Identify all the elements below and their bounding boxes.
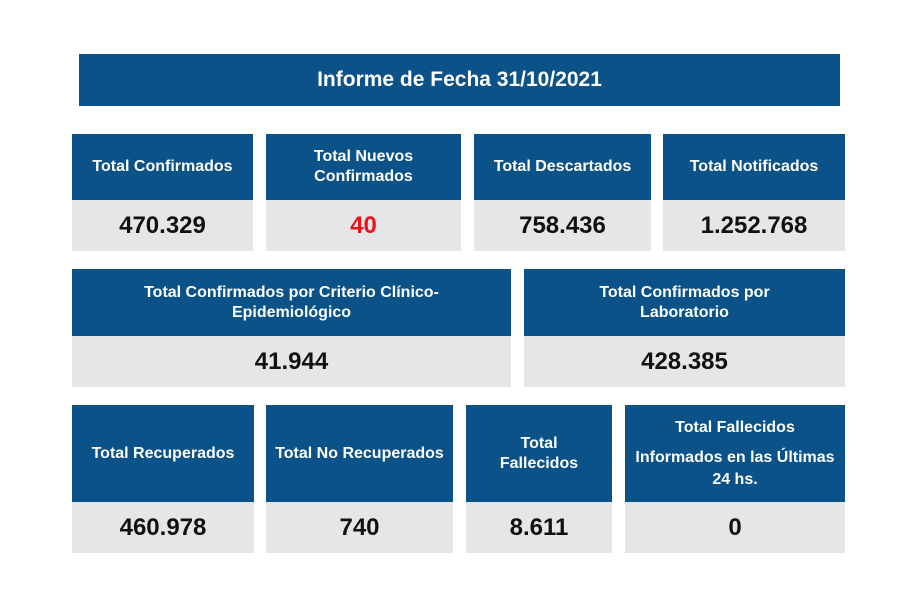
report-title-banner: Informe de Fecha 31/10/2021: [79, 54, 840, 106]
card-value: 8.611: [466, 502, 612, 553]
card-value: 428.385: [524, 336, 845, 387]
card-value: 40: [266, 200, 461, 251]
card-label: Total Notificados: [663, 134, 845, 200]
card-value: 0: [625, 502, 845, 553]
card-value: 470.329: [72, 200, 253, 251]
card-total-confirmados: Total Confirmados 470.329: [72, 134, 253, 251]
card-total-descartados: Total Descartados 758.436: [474, 134, 651, 251]
card-label: Total Fallecidos: [466, 405, 612, 502]
card-total-notificados: Total Notificados 1.252.768: [663, 134, 845, 251]
card-label-line1: Total Fallecidos: [675, 418, 795, 436]
card-total-nuevos-confirmados: Total Nuevos Confirmados 40: [266, 134, 461, 251]
card-fallecidos-ultimas-24hs: Total Fallecidos Informados en las Últim…: [625, 405, 845, 553]
card-value: 758.436: [474, 200, 651, 251]
report-title: Informe de Fecha 31/10/2021: [317, 68, 602, 91]
card-label: Total Recuperados: [72, 405, 254, 502]
card-label: Total No Recuperados: [266, 405, 453, 502]
card-total-recuperados: Total Recuperados 460.978: [72, 405, 254, 553]
card-value: 460.978: [72, 502, 254, 553]
card-label: Total Confirmados: [72, 134, 253, 200]
card-label-group: Total Fallecidos Informados en las Últim…: [625, 405, 845, 502]
card-value: 41.944: [72, 336, 511, 387]
card-label: Total Nuevos Confirmados: [266, 134, 461, 200]
card-confirmados-laboratorio: Total Confirmados por Laboratorio 428.38…: [524, 269, 845, 387]
card-value: 1.252.768: [663, 200, 845, 251]
card-label: Total Confirmados por Laboratorio: [524, 269, 845, 336]
card-label: Total Descartados: [474, 134, 651, 200]
card-total-no-recuperados: Total No Recuperados 740: [266, 405, 453, 553]
card-total-fallecidos: Total Fallecidos 8.611: [466, 405, 612, 553]
card-label: Total Confirmados por Criterio Clínico-E…: [72, 269, 511, 336]
card-value: 740: [266, 502, 453, 553]
card-label-line2: Informados en las Últimas 24 hs.: [635, 448, 835, 488]
card-confirmados-criterio-clinico: Total Confirmados por Criterio Clínico-E…: [72, 269, 511, 387]
